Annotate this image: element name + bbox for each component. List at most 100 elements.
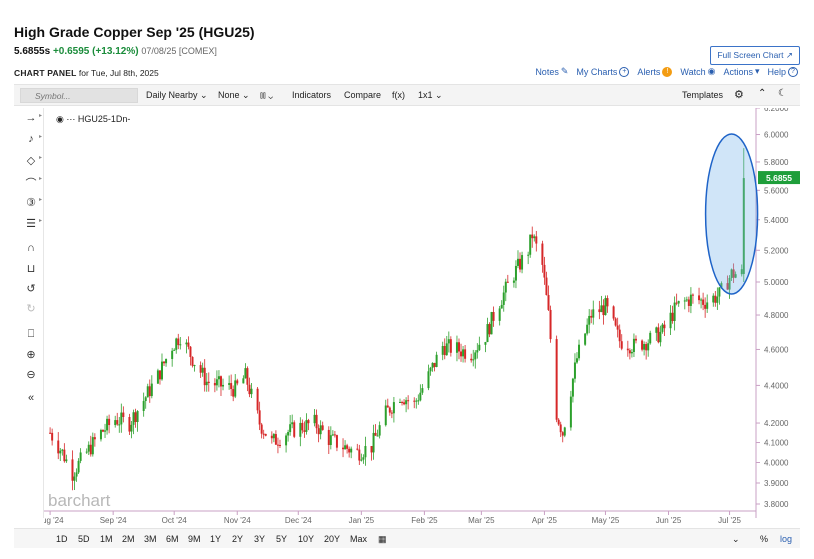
actions-menu[interactable]: Actions ▾	[723, 66, 760, 77]
candle	[116, 412, 119, 426]
range-1m[interactable]: 1M	[100, 534, 113, 544]
log-scale-toggle[interactable]: log	[780, 534, 793, 544]
x-tick-label: May '25	[592, 516, 620, 525]
undo-icon[interactable]: ↺	[26, 283, 36, 295]
candle	[702, 292, 705, 311]
fibonacci-icon[interactable]: ③ ▸	[26, 197, 43, 209]
layout-dropdown[interactable]: 1x1 ⌄	[418, 90, 443, 100]
range-3y[interactable]: 3Y	[254, 534, 266, 544]
percent-scale-toggle[interactable]: %	[760, 534, 769, 544]
templates-button[interactable]: Templates	[682, 90, 724, 100]
candle	[230, 374, 233, 397]
help-link[interactable]: Help?	[767, 66, 798, 77]
candle	[342, 438, 345, 458]
range-max[interactable]: Max	[350, 534, 368, 544]
candle	[118, 416, 121, 433]
candle	[685, 296, 688, 302]
price-chart[interactable]: 6.2000 6.0000 5.8000 5.6000 5.4000 5.2000 5.00…	[44, 108, 804, 526]
redo-icon[interactable]: ↻	[26, 303, 36, 315]
indicators-button[interactable]: Indicators	[292, 90, 332, 100]
more-icon[interactable]: ⋯	[66, 114, 76, 124]
watch-link[interactable]: Watch ◉	[680, 66, 716, 77]
candle	[716, 287, 719, 310]
range-selector: 1D 5D 1M 2M 3M 6M 9M 1Y 2Y 3Y 5Y 10Y 20Y Max ▦ ⌄% log	[14, 528, 800, 548]
collapse-icon[interactable]: «	[27, 392, 35, 404]
range-3m[interactable]: 3M	[144, 534, 157, 544]
range-2m[interactable]: 2M	[122, 534, 135, 544]
candle	[59, 447, 62, 461]
candle	[649, 330, 652, 345]
compare-button[interactable]: Compare	[344, 90, 382, 100]
candle	[276, 437, 279, 454]
zoom-in-icon[interactable]: ⊕	[26, 349, 36, 361]
candle	[659, 325, 662, 347]
overlay-dropdown[interactable]: None ⌄	[218, 90, 250, 100]
candle	[569, 390, 572, 431]
candle	[390, 410, 393, 419]
magnet-icon[interactable]: ∩	[27, 242, 35, 254]
calendar-icon[interactable]: ▦	[378, 534, 387, 544]
date-exchange: 07/08/25 [COMEX]	[141, 46, 217, 56]
alert-icon: !	[662, 66, 673, 77]
trash-icon[interactable]: ⎕	[27, 328, 35, 340]
candle	[246, 366, 249, 392]
candle	[504, 278, 507, 302]
candle	[93, 433, 96, 447]
candle	[661, 322, 664, 334]
candle	[435, 351, 438, 368]
notes-link[interactable]: Notes ✎	[535, 66, 569, 77]
candle	[521, 251, 524, 274]
patterns-icon[interactable]: ☰ ▸	[26, 218, 43, 230]
range-6m[interactable]: 6M	[166, 534, 179, 544]
moon-icon[interactable]: ☾	[778, 88, 787, 99]
aggregation-dropdown[interactable]: Daily Nearby ⌄	[146, 90, 208, 100]
range-5y[interactable]: 5Y	[276, 534, 288, 544]
candle	[401, 400, 404, 406]
range-9m[interactable]: 9M	[188, 534, 201, 544]
candle	[663, 320, 666, 337]
alerts-link[interactable]: Alerts!	[637, 66, 673, 77]
candle	[445, 335, 448, 356]
range-2y[interactable]: 2Y	[232, 534, 244, 544]
candle	[573, 353, 576, 383]
candle	[492, 306, 495, 327]
x-tick-label: Oct '24	[162, 516, 188, 525]
my-charts-link[interactable]: My Charts +	[576, 66, 630, 77]
crosshair-icon[interactable]: → ▸	[25, 112, 43, 124]
chevron-down-icon: ⌄	[200, 90, 208, 100]
range-1y[interactable]: 1Y	[210, 534, 222, 544]
range-20y[interactable]: 20Y	[324, 534, 341, 544]
chart-type-dropdown[interactable]: ⫾⫾ ⌄	[260, 90, 273, 101]
candle	[333, 431, 336, 438]
candle	[602, 299, 605, 325]
candle	[130, 421, 133, 439]
text-tool-icon[interactable]: ♪ ▸	[28, 133, 43, 145]
candle	[559, 421, 562, 437]
candle	[85, 448, 88, 454]
candle	[742, 148, 745, 283]
candle	[201, 362, 204, 377]
candle	[175, 337, 178, 354]
candle	[478, 336, 481, 351]
candle	[673, 296, 676, 331]
zoom-out-icon[interactable]: ⊖	[26, 369, 36, 381]
function-button[interactable]: f(x)	[392, 90, 405, 100]
range-dropdown[interactable]: ⌄	[732, 534, 740, 544]
range-1d[interactable]: 1D	[56, 534, 68, 544]
full-screen-chart-button[interactable]: Full Screen Chart ↗	[710, 46, 800, 65]
lock-icon[interactable]: ⊔	[26, 263, 36, 275]
candle	[234, 374, 237, 399]
y-tick-label: 4.6000	[764, 345, 789, 354]
candle	[632, 333, 635, 358]
arc-icon[interactable]: ⌒ ▸	[25, 176, 43, 190]
range-5d[interactable]: 5D	[78, 534, 90, 544]
candle	[641, 339, 644, 352]
eye-icon[interactable]: ◉	[56, 114, 64, 124]
range-10y[interactable]: 10Y	[298, 534, 315, 544]
symbol-search-input[interactable]	[20, 88, 138, 103]
shapes-icon[interactable]: ◇ ▸	[26, 155, 43, 167]
candle	[114, 415, 117, 428]
candle	[470, 353, 473, 363]
collapse-up-icon[interactable]: ⌃	[758, 88, 767, 99]
gear-icon[interactable]: ⚙	[734, 89, 744, 101]
